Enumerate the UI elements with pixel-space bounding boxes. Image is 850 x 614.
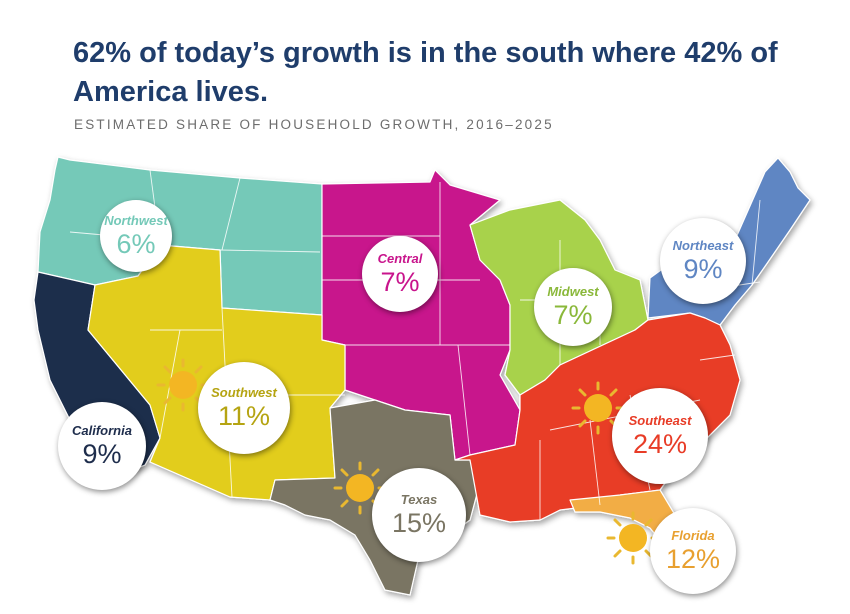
region-share: 6% (116, 229, 156, 259)
region-share: 9% (683, 254, 723, 284)
region-badge-central: Central 7% (362, 236, 438, 312)
region-share: 12% (665, 544, 721, 574)
map-subtitle: ESTIMATED SHARE OF HOUSEHOLD GROWTH, 201… (74, 117, 554, 132)
region-badge-northeast: Northeast 9% (660, 218, 746, 304)
region-name: California (72, 423, 132, 438)
region-badge-florida: Florida 12% (650, 508, 736, 594)
region-badge-northwest: Northwest 6% (100, 200, 172, 272)
sun-icon (571, 381, 625, 435)
region-name: Central (377, 251, 423, 266)
region-name: Midwest (547, 284, 599, 299)
page-title: 62% of today’s growth is in the south wh… (73, 37, 778, 108)
region-share: 9% (82, 439, 122, 469)
region-share: 7% (380, 267, 420, 297)
region-name: Northeast (672, 238, 734, 253)
region-share: 24% (632, 429, 688, 459)
region-share: 11% (217, 401, 271, 431)
sun-icon (156, 358, 210, 412)
region-badge-texas: Texas 15% (372, 468, 466, 562)
region-central (321, 169, 521, 461)
region-name: Northwest (104, 213, 168, 228)
region-share: 7% (553, 300, 593, 330)
region-name: Texas (400, 492, 438, 507)
region-name: Southeast (628, 413, 692, 428)
region-badge-southeast: Southeast 24% (612, 388, 708, 484)
region-name: Florida (671, 528, 715, 543)
region-badge-southwest: Southwest 11% (198, 362, 290, 454)
region-badge-midwest: Midwest 7% (534, 268, 612, 346)
region-badge-california: California 9% (58, 402, 146, 490)
region-name: Southwest (211, 385, 277, 400)
region-share: 15% (391, 508, 447, 538)
